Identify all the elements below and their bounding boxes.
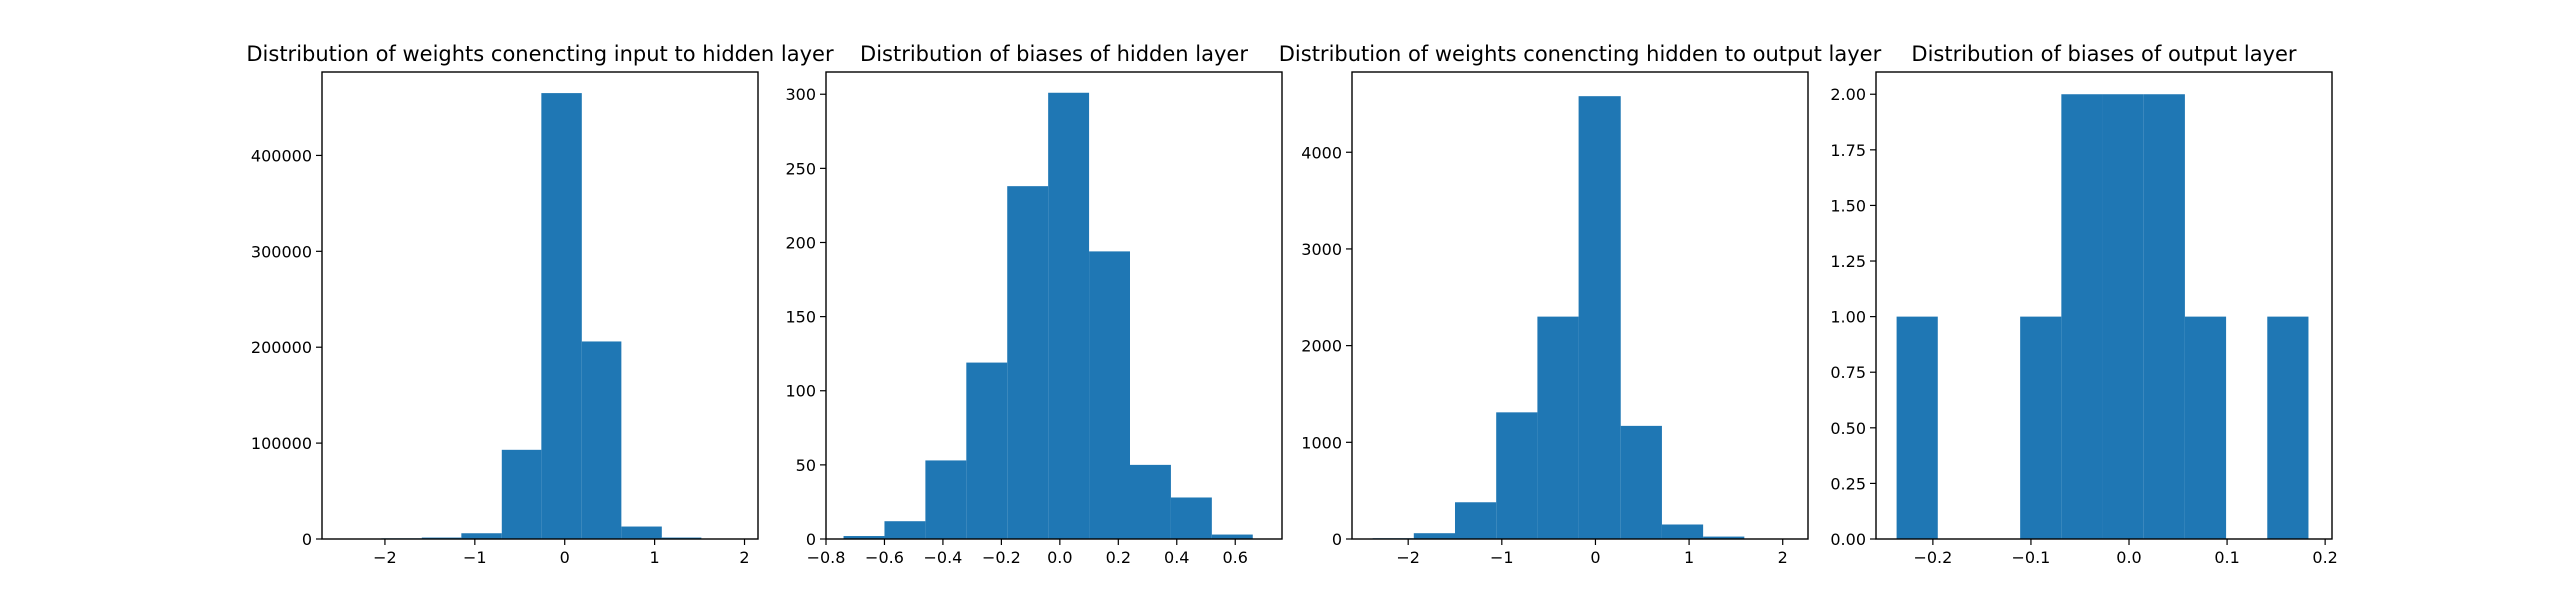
y-tick-label: 100 bbox=[785, 382, 816, 401]
x-tick-label: −0.8 bbox=[807, 548, 846, 567]
axes-frame bbox=[825, 71, 1283, 540]
histogram-bar bbox=[1211, 534, 1253, 539]
histogram-bar bbox=[2267, 316, 2309, 539]
histogram-bar bbox=[2184, 316, 2227, 539]
histogram-bar bbox=[1089, 251, 1130, 539]
x-tick-label: 0.2 bbox=[2312, 548, 2337, 567]
histogram-bar bbox=[501, 449, 542, 539]
histogram-bar bbox=[2143, 94, 2185, 539]
histogram-bar bbox=[421, 537, 462, 539]
y-tick-label: 300000 bbox=[251, 242, 312, 261]
histogram-bar bbox=[1661, 524, 1704, 539]
chart-panel-2: −0.8 −0.6 −0.4 −0.2 0.0 0.2 0.4 0.6 0 50 100 150 200… bbox=[785, 42, 1283, 567]
histogram-bar bbox=[661, 537, 702, 539]
x-tick-label: 1 bbox=[650, 548, 660, 567]
chart-panel-4: −0.2 −0.1 0.0 0.1 0.2 0.00 0.25 0.50 0.75 1.00 1.2… bbox=[1830, 42, 2337, 567]
y-tick-label: 0 bbox=[1332, 530, 1342, 549]
y-tick-label: 3000 bbox=[1301, 240, 1342, 259]
y-tick-label: 0.50 bbox=[1830, 419, 1866, 438]
x-tick-label: −0.2 bbox=[1913, 548, 1952, 567]
y-tick-label: 300 bbox=[785, 85, 816, 104]
chart-title: Distribution of biases of hidden layer bbox=[860, 42, 1248, 66]
x-tick-label: −0.4 bbox=[923, 548, 962, 567]
histogram-bar bbox=[843, 536, 885, 539]
x-tick-label: −0.1 bbox=[2012, 548, 2051, 567]
y-tick-label: 50 bbox=[796, 456, 816, 475]
y-tick-label: 1.75 bbox=[1830, 141, 1866, 160]
histogram-bar bbox=[1537, 316, 1579, 539]
histogram-bar bbox=[581, 341, 622, 539]
histogram-bar bbox=[1048, 92, 1090, 539]
x-tick-label: 0.1 bbox=[2214, 548, 2239, 567]
x-tick-label: 0.6 bbox=[1223, 548, 1248, 567]
y-tick-label: 1000 bbox=[1301, 433, 1342, 452]
y-tick-label: 0.00 bbox=[1830, 530, 1866, 549]
x-tick-label: 0.0 bbox=[2116, 548, 2141, 567]
y-tick-label: 250 bbox=[785, 159, 816, 178]
chart-title: Distribution of weights conencting hidde… bbox=[1279, 42, 1882, 66]
x-tick-label: −2 bbox=[373, 548, 397, 567]
histogram-bar bbox=[966, 362, 1008, 539]
y-tick-label: 0 bbox=[302, 530, 312, 549]
histogram-bar bbox=[884, 521, 926, 539]
histogram-bar bbox=[621, 526, 662, 539]
axes-frame bbox=[321, 71, 759, 540]
x-tick-label: 0.0 bbox=[1047, 548, 1072, 567]
x-tick-label: 0.4 bbox=[1164, 548, 1189, 567]
y-tick-label: 200000 bbox=[251, 338, 312, 357]
y-tick-label: 2000 bbox=[1301, 337, 1342, 356]
histogram-bar bbox=[541, 93, 582, 540]
chart-panel-3: −2 −1 0 1 2 0 1000 2000 3000 4000 Distribution of … bbox=[1279, 42, 1882, 567]
x-tick-label: −2 bbox=[1396, 548, 1420, 567]
histogram-bar bbox=[1703, 536, 1745, 539]
x-tick-label: −1 bbox=[463, 548, 487, 567]
y-tick-label: 4000 bbox=[1301, 143, 1342, 162]
histogram-bar bbox=[1496, 412, 1538, 539]
axes-frame bbox=[1875, 71, 2333, 540]
histogram-bar bbox=[1896, 316, 1938, 539]
histogram-bar bbox=[2061, 94, 2103, 539]
histogram-bar bbox=[1170, 497, 1212, 539]
x-tick-label: 0 bbox=[560, 548, 570, 567]
chart-title: Distribution of biases of output layer bbox=[1911, 42, 2297, 66]
x-tick-label: −0.6 bbox=[865, 548, 904, 567]
x-tick-label: −0.2 bbox=[982, 548, 1021, 567]
y-tick-label: 150 bbox=[785, 308, 816, 327]
x-tick-label: 1 bbox=[1684, 548, 1694, 567]
histogram-bar bbox=[461, 533, 502, 539]
y-tick-label: 400000 bbox=[251, 146, 312, 165]
histogram-bar bbox=[1413, 533, 1455, 539]
y-tick-label: 100000 bbox=[251, 434, 312, 453]
x-tick-label: −1 bbox=[1490, 548, 1514, 567]
x-tick-label: 0.2 bbox=[1106, 548, 1131, 567]
histogram-bar bbox=[2020, 316, 2062, 539]
axes-frame bbox=[1351, 71, 1809, 540]
y-tick-label: 2.00 bbox=[1830, 85, 1866, 104]
y-tick-label: 1.00 bbox=[1830, 308, 1866, 327]
histogram-bar bbox=[2102, 94, 2144, 539]
y-tick-label: 1.50 bbox=[1830, 196, 1866, 215]
histogram-bar bbox=[925, 460, 967, 539]
histogram-bar bbox=[1130, 464, 1171, 539]
x-tick-label: 0 bbox=[1590, 548, 1600, 567]
chart-title: Distribution of weights conencting input… bbox=[246, 42, 834, 66]
y-tick-label: 0.25 bbox=[1830, 474, 1866, 493]
histogram-bar bbox=[1620, 425, 1662, 539]
histogram-bar bbox=[1578, 96, 1621, 539]
chart-panel-1: −2 −1 0 1 2 0 100000 200000 300000 400000 Distribu… bbox=[246, 42, 834, 567]
y-tick-label: 0 bbox=[806, 530, 816, 549]
y-tick-label: 200 bbox=[785, 233, 816, 252]
y-tick-label: 1.25 bbox=[1830, 252, 1866, 271]
histogram-bar bbox=[1007, 186, 1049, 539]
x-tick-label: 2 bbox=[1778, 548, 1788, 567]
y-tick-label: 0.75 bbox=[1830, 363, 1866, 382]
x-tick-label: 2 bbox=[739, 548, 749, 567]
histogram-bar bbox=[1454, 502, 1497, 539]
